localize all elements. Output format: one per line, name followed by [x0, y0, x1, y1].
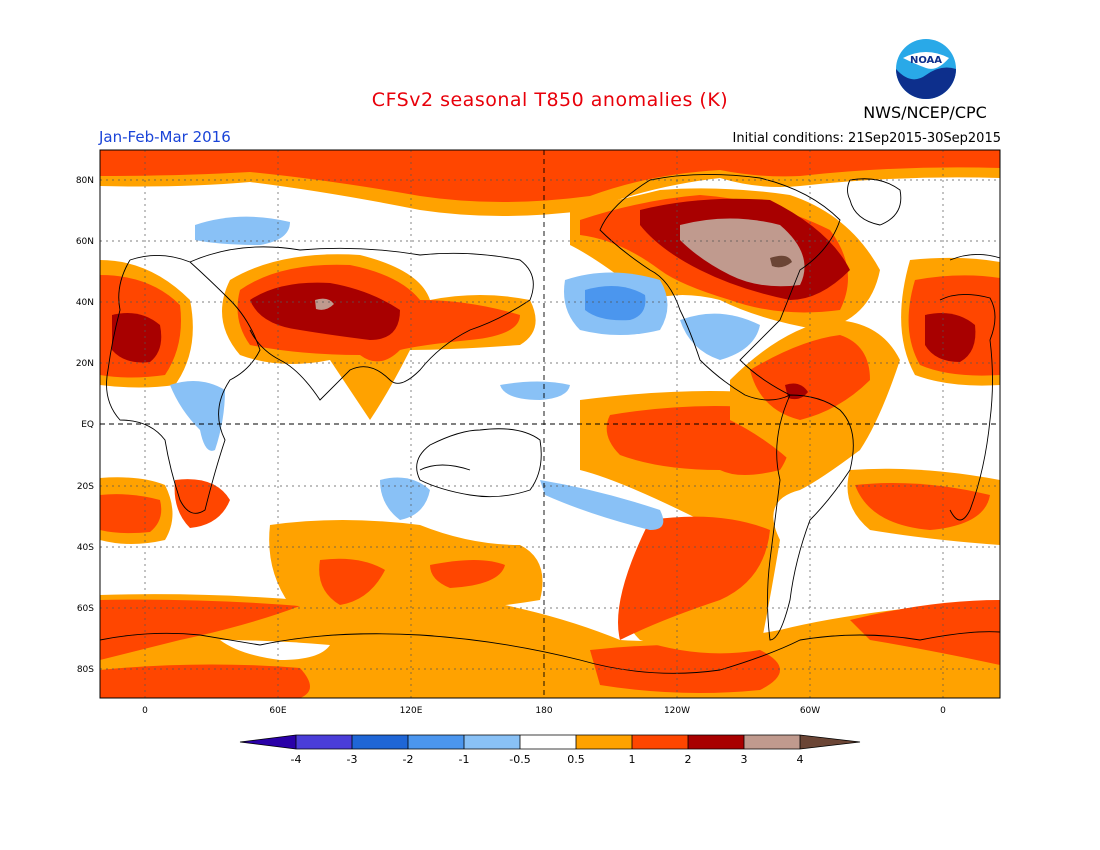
colorbar-segment [576, 735, 632, 749]
colorbar-segment [688, 735, 744, 749]
colorbar-segment [744, 735, 800, 749]
colorbar-arrow-high [800, 735, 860, 749]
north-america-warm-peak [770, 255, 792, 268]
south-pacific-cool [540, 480, 664, 530]
lat-label: 80S [77, 665, 94, 675]
colorbar: -4 -3 -2 -1 -0.5 0.5 1 2 3 4 [239, 734, 861, 766]
north-pacific-cool-core [585, 286, 646, 321]
asia-warm-strong [250, 282, 400, 340]
colorbar-tick-label: -4 [291, 753, 302, 766]
lon-label: 120E [400, 706, 423, 716]
lat-label: 40S [77, 543, 94, 553]
tibet-warm-max [315, 298, 334, 310]
arctic-warm-core [100, 150, 1000, 202]
lon-label: 180 [535, 706, 552, 716]
north-america-warm-max [680, 218, 805, 287]
tasman-warm-core [430, 560, 505, 588]
colorbar-tick-label: -1 [459, 753, 470, 766]
antarctic-warm-west [100, 664, 310, 698]
lat-label: 20N [76, 359, 94, 369]
central-pacific-cool [500, 381, 570, 400]
south-indian-warm-core [319, 558, 385, 605]
siberia-cool [195, 216, 290, 245]
colorbar-segment [296, 735, 352, 749]
graticule [100, 150, 1000, 698]
lat-label: 60S [77, 604, 94, 614]
colorbar-segment [520, 735, 576, 749]
colorbar-tick-label: -2 [403, 753, 414, 766]
lon-label: 60W [800, 706, 820, 716]
latitude-labels: 80N 60N 40N 20N EQ 20S 40S 60S 80S [76, 176, 94, 675]
australia-cool [380, 477, 430, 520]
antarctic-cool-white [220, 640, 330, 660]
southern-warm-core-east [850, 600, 1000, 665]
gulf-cool [680, 313, 760, 360]
colorbar-segment [632, 735, 688, 749]
lat-label: 80N [76, 176, 94, 186]
colorbar-tick-label: 3 [741, 753, 748, 766]
lon-label: 0 [142, 706, 148, 716]
mediterranean-warm-west-strong [112, 312, 162, 363]
colorbar-arrow-low [240, 735, 296, 749]
south-pacific-warm-core [618, 516, 770, 640]
colorbar-tick-label: -0.5 [509, 753, 530, 766]
map-frame [99, 149, 1001, 699]
coastlines [100, 173, 1000, 674]
lon-label: 0 [940, 706, 946, 716]
chart-title: CFSv2 seasonal T850 anomalies (K) [371, 89, 729, 111]
colorbar-tick-label: 1 [629, 753, 636, 766]
logo-lettering: NOAA [910, 55, 942, 66]
agency-label: NWS/NCEP/CPC [863, 103, 987, 122]
lat-label: 40N [76, 298, 94, 308]
lon-label: 60E [269, 706, 286, 716]
reference-lines [100, 150, 1000, 698]
colorbar-tick-label: 0.5 [567, 753, 585, 766]
africa-cool [170, 381, 225, 451]
mediterranean-warm-east-strong [925, 312, 976, 362]
colorbar-segment [464, 735, 520, 749]
colorbar-segment [352, 735, 408, 749]
forecast-period: Jan-Feb-Mar 2016 [99, 128, 231, 146]
south-atlantic-warm-west-core [100, 494, 162, 534]
south-africa-warm [174, 479, 230, 528]
antarctic-warm-patch [590, 645, 780, 694]
colorbar-tick-label: 4 [797, 753, 804, 766]
colorbar-segment [408, 735, 464, 749]
initial-conditions: Initial conditions: 21Sep2015-30Sep2015 [732, 131, 1001, 146]
southern-warm-core-west [100, 599, 300, 660]
longitude-labels: 0 60E 120E 180 120W 60W 0 [142, 706, 946, 716]
colorbar-tick-label: 2 [685, 753, 692, 766]
colorbar-tick-label: -3 [347, 753, 358, 766]
lat-label: 20S [77, 482, 94, 492]
lat-label: EQ [81, 420, 94, 430]
lon-label: 120W [664, 706, 690, 716]
noaa-logo-icon: NOAA [896, 39, 956, 99]
lat-label: 60N [76, 237, 94, 247]
